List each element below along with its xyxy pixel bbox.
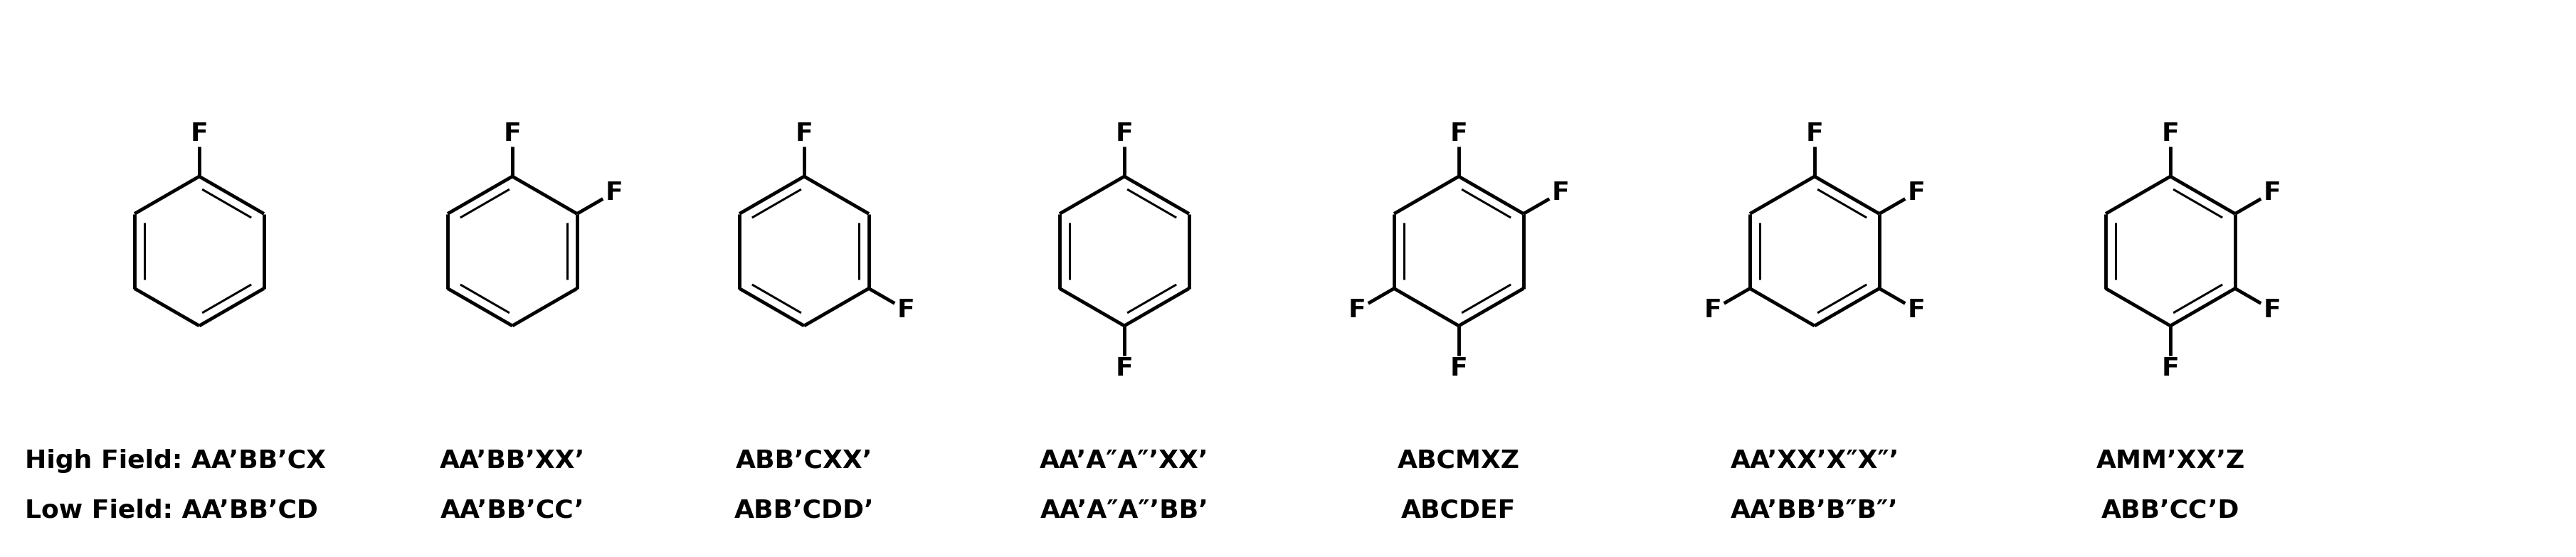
Text: ABCMXZ: ABCMXZ bbox=[1399, 449, 1520, 473]
Text: F: F bbox=[2161, 121, 2179, 146]
Text: F: F bbox=[605, 180, 623, 204]
Text: ABB’CC’D: ABB’CC’D bbox=[2102, 499, 2239, 523]
Text: F: F bbox=[1906, 180, 1924, 204]
Text: F: F bbox=[1806, 121, 1824, 146]
Text: F: F bbox=[796, 121, 814, 146]
Text: ABB’CDD’: ABB’CDD’ bbox=[734, 499, 873, 523]
Text: High Field: AA’BB’CX: High Field: AA’BB’CX bbox=[26, 449, 327, 473]
Text: AA’A″A″’XX’: AA’A″A″’XX’ bbox=[1041, 449, 1208, 473]
Text: F: F bbox=[1347, 297, 1365, 322]
Text: F: F bbox=[1450, 356, 1468, 380]
Text: ABB’CXX’: ABB’CXX’ bbox=[737, 449, 873, 473]
Text: AA’XX’X″X″’: AA’XX’X″X″’ bbox=[1731, 449, 1899, 473]
Text: F: F bbox=[2264, 180, 2280, 204]
Text: AA’BB’XX’: AA’BB’XX’ bbox=[440, 449, 585, 473]
Text: F: F bbox=[1450, 121, 1468, 146]
Text: F: F bbox=[1115, 121, 1133, 146]
Text: F: F bbox=[896, 297, 914, 322]
Text: AA’BB’CC’: AA’BB’CC’ bbox=[440, 499, 585, 523]
Text: F: F bbox=[1115, 356, 1133, 380]
Text: F: F bbox=[2264, 297, 2280, 322]
Text: ABCDEF: ABCDEF bbox=[1401, 499, 1517, 523]
Text: Low Field: AA’BB’CD: Low Field: AA’BB’CD bbox=[26, 499, 317, 523]
Text: F: F bbox=[1906, 297, 1924, 322]
Text: F: F bbox=[2161, 356, 2179, 380]
Text: F: F bbox=[1705, 297, 1721, 322]
Text: AMM’XX’Z: AMM’XX’Z bbox=[2097, 449, 2244, 473]
Text: AA’BB’B″B″’: AA’BB’B″B″’ bbox=[1731, 499, 1899, 523]
Text: F: F bbox=[502, 121, 520, 146]
Text: F: F bbox=[1551, 180, 1569, 204]
Text: AA’A″A″’BB’: AA’A″A″’BB’ bbox=[1041, 499, 1208, 523]
Text: F: F bbox=[191, 121, 209, 146]
